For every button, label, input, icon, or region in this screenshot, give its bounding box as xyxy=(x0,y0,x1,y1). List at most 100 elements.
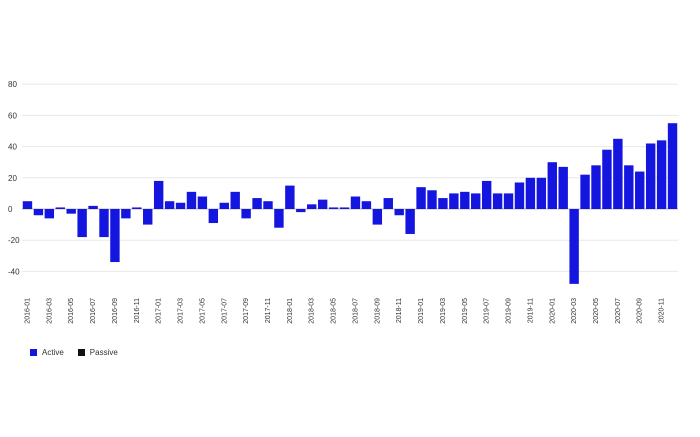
bar-active-2016-09[interactable] xyxy=(110,209,120,263)
legend-item-passive[interactable]: Passive xyxy=(77,348,118,357)
bar-active-2018-03[interactable] xyxy=(307,204,317,209)
y-tick-label: 80 xyxy=(8,80,17,89)
bar-active-2019-03[interactable] xyxy=(438,198,448,209)
x-tick-label: 2019-03 xyxy=(440,298,447,324)
bar-active-2018-07[interactable] xyxy=(350,196,361,209)
bar-active-2017-07[interactable] xyxy=(219,202,229,209)
legend-swatch-active xyxy=(30,349,37,356)
x-tick-label: 2020-07 xyxy=(615,298,622,324)
bar-active-2018-01[interactable] xyxy=(285,185,295,209)
x-tick-label: 2018-03 xyxy=(309,298,316,324)
x-tick-label: 2018-05 xyxy=(331,298,338,324)
bar-active-2020-10[interactable] xyxy=(645,143,656,209)
x-tick-label: 2019-05 xyxy=(462,298,469,324)
x-tick-label: 2016-09 xyxy=(112,298,119,324)
bar-active-2017-05[interactable] xyxy=(197,196,208,209)
bar-active-2019-08[interactable] xyxy=(492,193,503,209)
bar-active-2019-12[interactable] xyxy=(536,177,547,209)
x-tick-label: 2016-01 xyxy=(24,298,31,324)
y-tick-label: 20 xyxy=(8,174,17,183)
bar-active-2019-10[interactable] xyxy=(514,182,525,209)
bar-active-2016-07[interactable] xyxy=(88,205,98,209)
legend-item-active[interactable]: Active xyxy=(30,348,64,357)
bar-active-2019-04[interactable] xyxy=(449,193,459,209)
bar-active-2019-02[interactable] xyxy=(427,190,437,209)
bar-active-2020-04[interactable] xyxy=(580,174,590,209)
x-tick-label: 2019-07 xyxy=(484,298,491,324)
x-tick-label: 2016-11 xyxy=(134,298,141,323)
x-tick-label: 2018-11 xyxy=(396,298,403,323)
x-tick-label: 2020-01 xyxy=(549,298,556,324)
x-tick-label: 2017-05 xyxy=(199,298,206,324)
x-tick-label: 2020-05 xyxy=(593,298,600,324)
bar-active-2018-11[interactable] xyxy=(394,209,404,216)
bar-active-2020-12[interactable] xyxy=(667,123,678,209)
x-tick-label: 2019-11 xyxy=(527,298,534,323)
bar-active-2017-11[interactable] xyxy=(263,201,273,209)
bar-active-2017-12[interactable] xyxy=(274,209,284,228)
bar-active-2017-08[interactable] xyxy=(230,191,240,209)
x-tick-label: 2017-01 xyxy=(156,298,163,324)
bar-active-2017-02[interactable] xyxy=(164,201,175,209)
x-tick-label: 2017-11 xyxy=(265,298,272,323)
x-tick-label: 2017-09 xyxy=(243,298,250,324)
legend-label-passive: Passive xyxy=(89,348,118,357)
bar-active-2016-06[interactable] xyxy=(77,209,87,238)
bar-active-2020-11[interactable] xyxy=(656,140,667,209)
bar-active-2016-10[interactable] xyxy=(121,209,131,219)
bar-active-2017-10[interactable] xyxy=(252,198,262,209)
legend: Active Passive xyxy=(30,348,118,357)
bar-active-2020-02[interactable] xyxy=(558,166,568,209)
bar-active-2019-01[interactable] xyxy=(416,187,426,209)
bar-active-2018-10[interactable] xyxy=(383,198,393,209)
bar-active-2018-04[interactable] xyxy=(317,199,328,209)
y-tick-label: 40 xyxy=(8,143,17,152)
bar-active-2020-06[interactable] xyxy=(602,149,612,209)
bar-active-2019-06[interactable] xyxy=(471,193,481,209)
bar-active-2018-12[interactable] xyxy=(405,209,415,234)
bar-active-2017-09[interactable] xyxy=(241,209,251,219)
bar-active-2019-07[interactable] xyxy=(481,180,492,209)
bar-active-2016-01[interactable] xyxy=(22,201,33,209)
x-tick-label: 2020-09 xyxy=(637,298,644,324)
bar-active-2020-01[interactable] xyxy=(547,162,557,209)
bar-active-2016-02[interactable] xyxy=(33,209,44,216)
x-tick-label: 2016-03 xyxy=(46,298,53,324)
x-tick-label: 2016-05 xyxy=(68,298,75,324)
bars xyxy=(22,123,678,284)
bar-active-2017-01[interactable] xyxy=(153,180,164,209)
x-tick-label: 2016-07 xyxy=(90,298,97,324)
bar-active-2020-09[interactable] xyxy=(635,171,645,209)
legend-label-active: Active xyxy=(42,348,64,357)
y-tick-label: -20 xyxy=(8,236,20,245)
bar-active-2020-07[interactable] xyxy=(613,138,623,209)
x-tick-label: 2017-03 xyxy=(178,298,185,324)
bar-active-2018-02[interactable] xyxy=(296,209,306,213)
bar-active-2016-11[interactable] xyxy=(132,207,142,209)
bar-active-2020-03[interactable] xyxy=(569,209,579,284)
bar-active-2017-06[interactable] xyxy=(208,209,219,224)
bar-active-2016-08[interactable] xyxy=(99,209,109,238)
bar-active-2018-05[interactable] xyxy=(328,207,339,209)
bar-active-2018-09[interactable] xyxy=(372,209,383,225)
bar-active-2018-08[interactable] xyxy=(361,201,372,209)
bar-active-2016-04[interactable] xyxy=(55,207,65,209)
x-axis: 2016-01 2016-03 2016-05 2016-07 2016-09 2016-… xyxy=(24,298,665,324)
bar-active-2020-05[interactable] xyxy=(591,165,601,209)
legend-swatch-passive xyxy=(77,349,85,356)
bar-active-2020-08[interactable] xyxy=(624,165,634,209)
bar-active-2019-11[interactable] xyxy=(525,177,536,209)
bar-active-2016-03[interactable] xyxy=(44,209,55,219)
grid-lines xyxy=(22,83,678,272)
y-tick-label: 60 xyxy=(8,111,17,120)
y-tick-label: -40 xyxy=(8,267,20,276)
bar-active-2019-09[interactable] xyxy=(503,193,514,209)
bar-active-2018-06[interactable] xyxy=(339,207,350,209)
y-axis: -40 -20 0 20 40 60 80 xyxy=(8,80,20,276)
bar-active-2016-12[interactable] xyxy=(143,209,153,225)
bar-active-2019-05[interactable] xyxy=(460,191,470,209)
bar-active-2017-04[interactable] xyxy=(186,191,197,209)
x-tick-label: 2019-09 xyxy=(506,298,513,324)
bar-active-2017-03[interactable] xyxy=(175,202,186,209)
bar-active-2016-05[interactable] xyxy=(66,209,76,214)
